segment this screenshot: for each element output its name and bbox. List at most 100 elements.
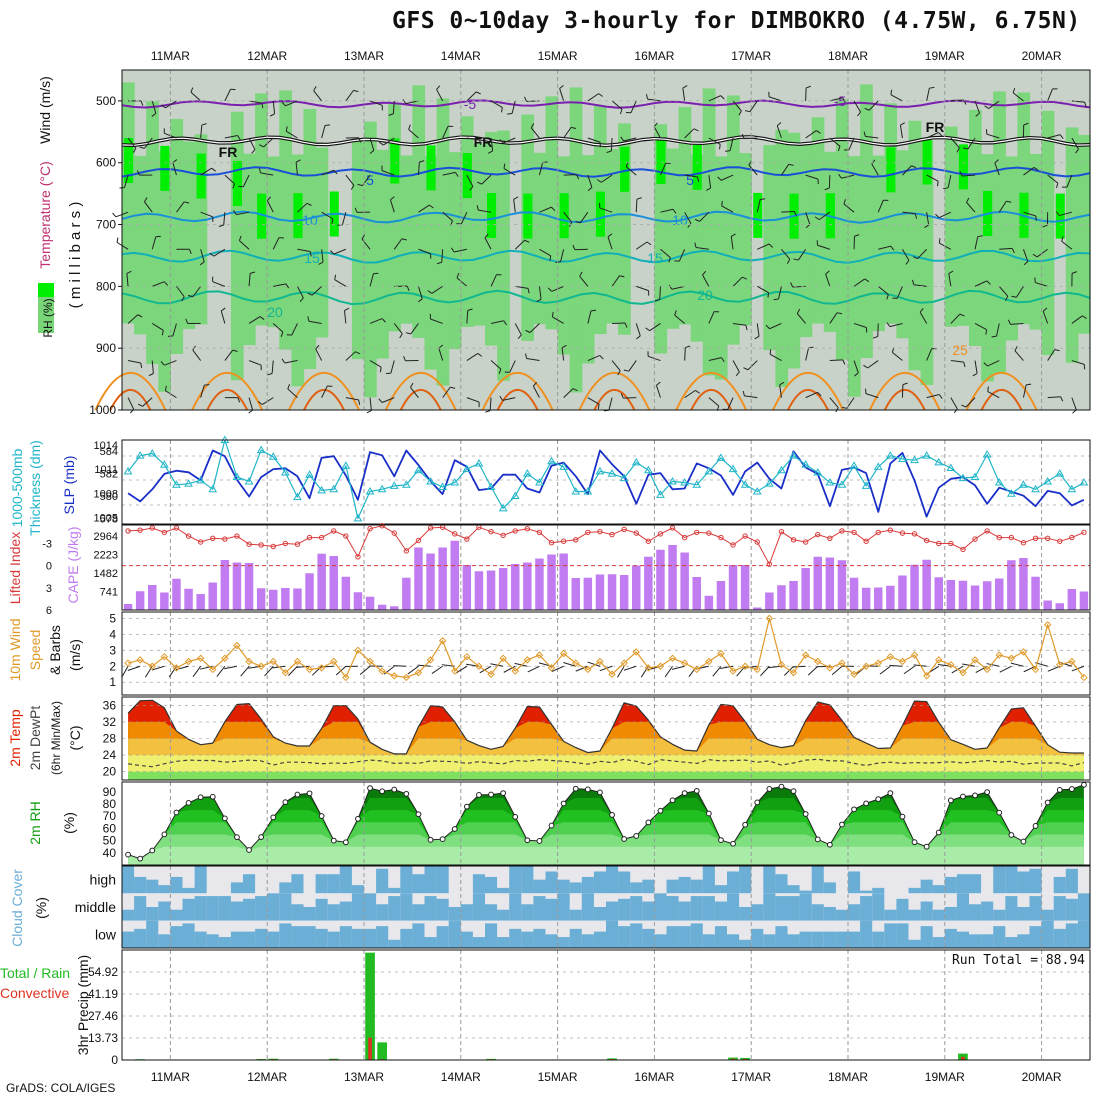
wind-barb	[466, 353, 479, 361]
x-tick-label-top: 19MAR	[925, 49, 965, 63]
wind-barb	[248, 397, 254, 411]
rh2m-point	[802, 811, 809, 817]
lifted-index-point	[948, 540, 954, 547]
rh-moist-band	[1041, 110, 1055, 356]
x-tick-label-bottom: 19MAR	[925, 1070, 965, 1084]
wind-barb	[1061, 240, 1073, 250]
cloud-cell-clear	[896, 866, 909, 894]
cloud-cell-middle	[291, 904, 304, 921]
wind-barb-flag	[551, 311, 554, 318]
x-tick-label-bottom: 20MAR	[1022, 1070, 1062, 1084]
cloud-cell-low	[751, 928, 764, 948]
rh-moist-band	[775, 129, 789, 387]
cloud-cell-high	[521, 866, 534, 894]
wind-barb-flag	[966, 197, 970, 203]
wind-barb-flag	[281, 358, 286, 364]
wind-speed-point	[124, 659, 132, 667]
rh-moist-band	[872, 155, 885, 332]
slp-tick-label: 1008	[94, 488, 118, 500]
thickness-point	[898, 454, 907, 463]
cloud-cell-high	[509, 866, 522, 894]
thickness-point	[135, 451, 145, 459]
rh-moist-band	[666, 148, 680, 329]
wind-barb-flag	[547, 287, 553, 292]
wind-barb-flag	[1054, 349, 1060, 352]
wind-legend-label: Wind (m/s)	[37, 76, 53, 144]
wind-barb-flag	[1060, 396, 1064, 402]
wind-barb	[164, 360, 177, 366]
cloud-cell-middle	[400, 893, 413, 921]
rh2m-point	[258, 834, 265, 840]
rh-moist-band	[908, 120, 922, 371]
wind-barb-flag	[454, 172, 459, 177]
wind-barb-flag	[991, 335, 997, 338]
thickness-point	[1043, 476, 1053, 485]
pressure-axis-label: ( m i l l i b a r s )	[67, 202, 84, 309]
wind-speed-point	[862, 662, 870, 670]
wind-barb-flag	[570, 126, 577, 130]
rh2m-point	[451, 826, 458, 832]
wind10m-barb	[224, 665, 238, 670]
rh-saturated-patch	[595, 191, 605, 237]
rh2m-point	[379, 788, 386, 795]
cloud-cell-high	[969, 874, 982, 894]
wind-barb	[239, 240, 250, 250]
cloud-cell-middle	[194, 896, 208, 921]
wind-barb-flag	[620, 393, 624, 399]
wind-barb	[383, 137, 395, 146]
cape-bar	[958, 580, 968, 610]
cloud-cell-low	[1077, 920, 1091, 948]
wind-barb	[747, 360, 758, 371]
lifted-index-point	[1057, 538, 1063, 544]
wind-speed-point	[209, 665, 217, 674]
temp-label-4: (°C)	[67, 725, 83, 750]
cloud-cell-low	[424, 937, 438, 948]
wind-barb	[478, 209, 492, 213]
thickness-point	[317, 485, 327, 494]
wind-barb	[236, 211, 250, 216]
lifted-index-point	[318, 534, 325, 541]
lifted-index-point	[1081, 529, 1087, 536]
cloud-cell-middle	[896, 898, 909, 921]
cloud-cell-high	[327, 874, 341, 894]
lifted-index-point	[754, 539, 760, 545]
cape-bar	[390, 606, 399, 610]
cape-bar	[208, 582, 217, 610]
cloud-cell-middle	[811, 904, 825, 921]
cloud-cell-low	[521, 931, 534, 948]
wind-barb	[768, 96, 782, 102]
rh2m-unit-label: (%)	[61, 812, 77, 834]
rh2m-point	[415, 811, 422, 818]
cloud-cell-low	[896, 923, 909, 948]
thickness-point	[885, 451, 895, 459]
wind-barb	[587, 174, 593, 188]
wind-barb-flag	[872, 335, 878, 339]
wind-speed-point	[741, 662, 749, 670]
cloud-cell-low	[1041, 920, 1055, 948]
temp-fill-base	[128, 771, 1084, 780]
wind-barb-flag	[854, 234, 860, 237]
rh-moist-band	[146, 101, 159, 364]
wind-barb	[266, 200, 274, 213]
wind-barb	[805, 212, 811, 225]
wind-speed-point	[559, 649, 568, 658]
wind-barb-flag	[793, 258, 799, 261]
wind-barb-flag	[919, 307, 924, 313]
cloud-cell-middle	[920, 901, 934, 921]
wind-barb-flag	[935, 213, 940, 219]
rh-saturated-patch	[620, 146, 630, 192]
wind-tick-label: 3	[109, 643, 116, 657]
wind-barb	[224, 89, 231, 102]
wind-barb	[1023, 167, 1035, 176]
cloud-cell-high	[243, 874, 256, 894]
lifted-index-point	[899, 530, 906, 536]
wind-barb-flag	[267, 373, 273, 376]
wind-barb-flag	[410, 382, 414, 388]
cloud-cell-low	[630, 923, 643, 948]
rh2m-fill-5	[128, 846, 1084, 865]
upper-air-frame	[121, 69, 1091, 411]
wind-barb	[511, 100, 516, 114]
li-tick-label: 6	[46, 605, 52, 617]
cloud-cell-middle	[472, 893, 486, 921]
cloud-cell-low	[1005, 937, 1018, 948]
